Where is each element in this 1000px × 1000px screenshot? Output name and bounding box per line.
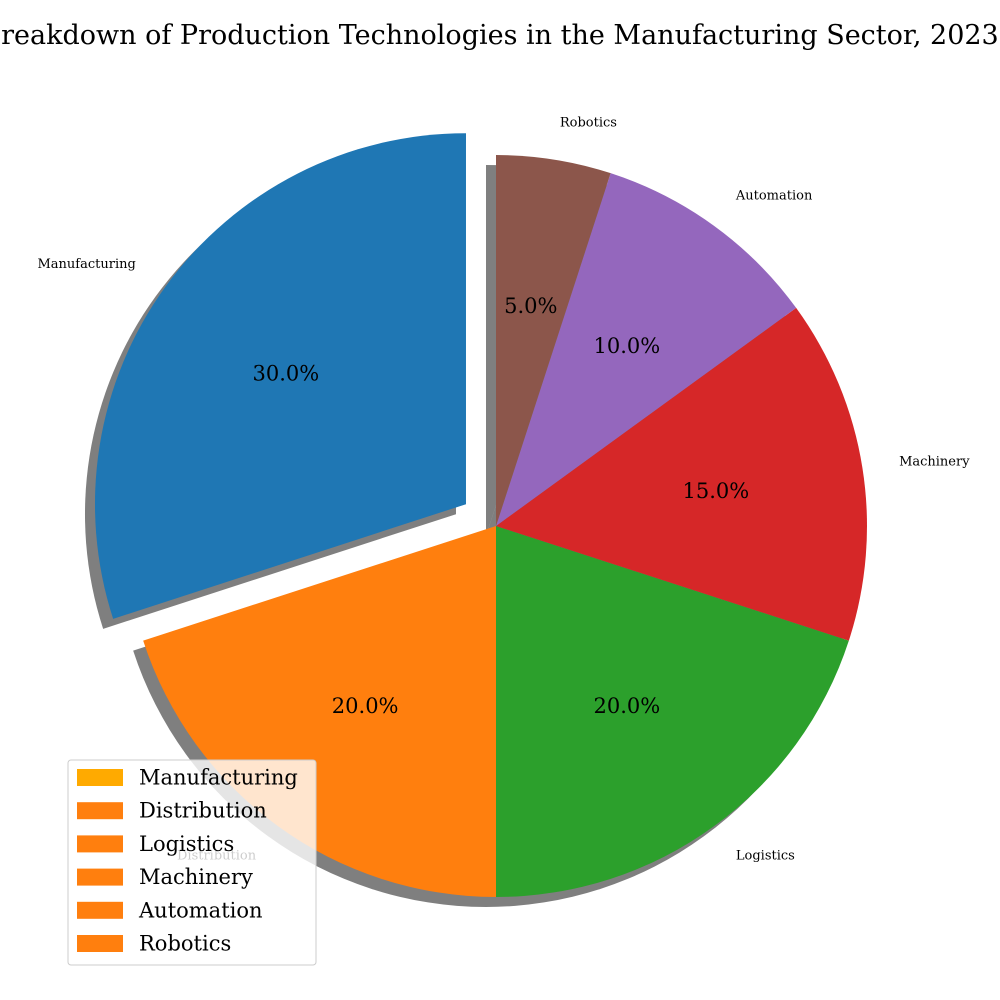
percent-label-distribution: 20.0% (332, 694, 399, 718)
legend-label-automation: Automation (138, 898, 263, 922)
legend-label-manufacturing: Manufacturing (139, 766, 298, 790)
legend-swatch-distribution (77, 802, 123, 819)
legend-label-logistics: Logistics (139, 832, 234, 856)
slice-label-machinery: Machinery (899, 455, 970, 470)
legend-swatch-logistics (77, 835, 123, 852)
slice-label-automation: Automation (735, 188, 813, 203)
percent-label-machinery: 15.0% (683, 479, 750, 503)
legend-swatch-machinery (77, 869, 123, 886)
legend-swatch-manufacturing (77, 769, 123, 786)
legend-swatch-robotics (77, 935, 123, 952)
percent-label-robotics: 5.0% (504, 294, 557, 318)
legend: Manufacturing Distribution Logistics Machin… (68, 760, 316, 965)
percent-label-manufacturing: 30.0% (253, 361, 320, 385)
legend-label-machinery: Machinery (139, 865, 253, 889)
legend-label-robotics: Robotics (139, 932, 231, 956)
slice-label-logistics: Logistics (736, 849, 795, 864)
percent-label-automation: 10.0% (593, 334, 660, 358)
chart-title: Breakdown of Production Technologies in … (0, 20, 999, 51)
legend-label-distribution: Distribution (139, 799, 267, 823)
slice-label-manufacturing: Manufacturing (38, 257, 136, 272)
slice-label-robotics: Robotics (560, 115, 617, 130)
percent-label-logistics: 20.0% (593, 694, 660, 718)
legend-swatch-automation (77, 902, 123, 919)
